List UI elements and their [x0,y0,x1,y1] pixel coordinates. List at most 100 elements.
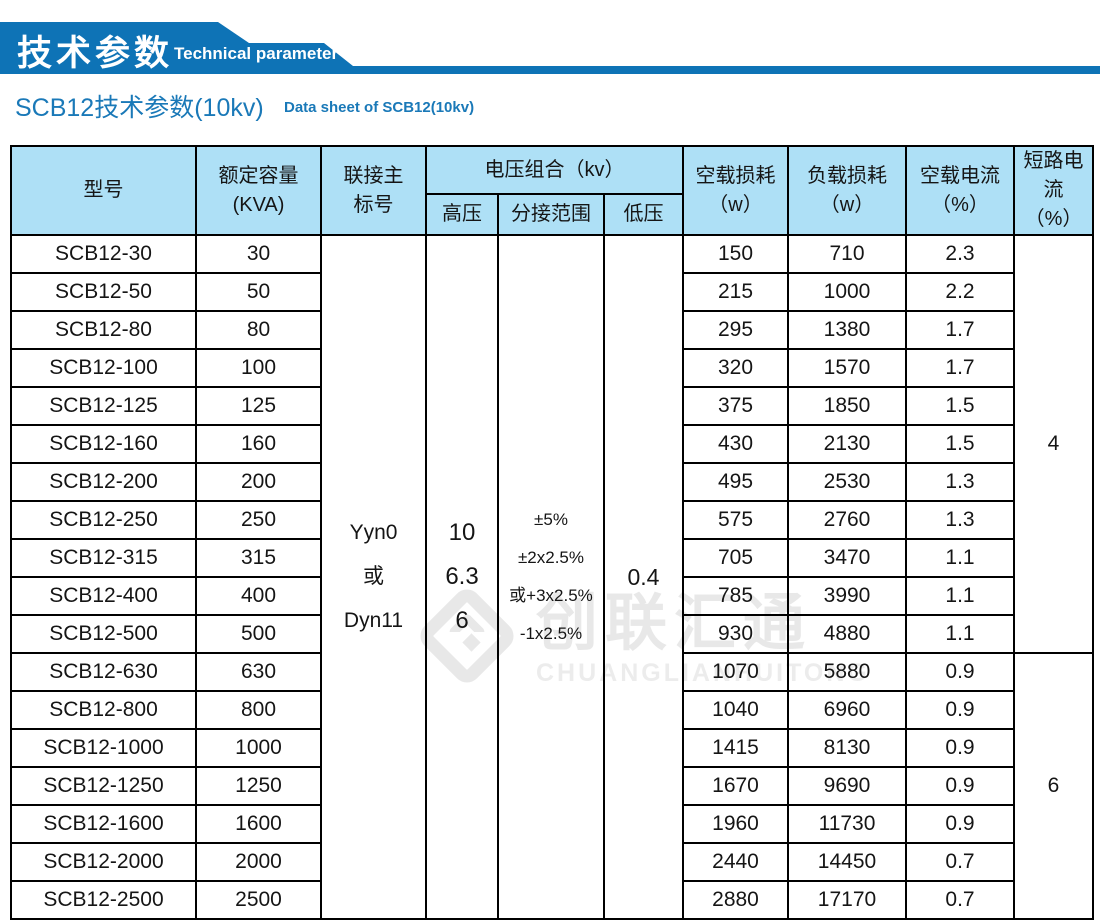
kva-cell: 125 [195,386,322,426]
no-load-loss-cell: 375 [682,386,789,426]
load-loss-cell: 2530 [787,462,907,502]
kva-cell: 50 [195,272,322,312]
load-loss-cell: 4880 [787,614,907,654]
no-load-current-cell: 0.9 [905,766,1015,806]
section-title-cn: SCB12技术参数(10kv) [15,94,264,122]
header-tap-range: 分接范围 [497,193,605,236]
model-cell: SCB12-160 [10,424,197,464]
model-cell: SCB12-400 [10,576,197,616]
header-load-loss: 负载损耗 （w） [787,145,907,236]
table-row: SCB12-630 630 1070 5880 0.9 6 [10,652,1094,920]
no-load-current-cell: 1.3 [905,500,1015,540]
table-row: SCB12-200 200 495 2530 1.3 [10,462,1093,502]
header-row-top: 型号 额定容量 (KVA) 联接主 标号 电压组合（kv） 空载损耗 （w） 负… [10,144,1094,236]
load-loss-cell: 8130 [787,728,907,768]
table-row: SCB12-2000 2000 2440 14450 0.7 [10,842,1093,882]
model-cell: SCB12-1000 [10,728,197,768]
kva-cell: 200 [195,462,322,502]
table-row: SCB12-400 400 785 3990 1.1 [10,576,1093,616]
no-load-current-cell: 0.9 [905,652,1015,692]
kva-cell: 1250 [195,766,322,806]
load-loss-cell: 710 [787,234,907,274]
model-cell: SCB12-2000 [10,842,197,882]
model-cell: SCB12-30 [10,234,197,274]
kva-cell: 315 [195,538,322,578]
header-voltage-combo: 电压组合（kv） [425,144,684,196]
no-load-loss-cell: 575 [682,500,789,540]
kva-cell: 500 [195,614,322,654]
no-load-current-cell: 1.5 [905,386,1015,426]
model-cell: SCB12-500 [10,614,197,654]
model-cell: SCB12-800 [10,690,197,730]
no-load-current-cell: 1.1 [905,538,1015,578]
no-load-loss-cell: 295 [682,310,789,350]
model-cell: SCB12-125 [10,386,197,426]
no-load-current-cell: 0.7 [905,880,1015,920]
kva-cell: 400 [195,576,322,616]
no-load-loss-cell: 2880 [682,880,789,920]
table-row: SCB12-125 125 375 1850 1.5 [10,386,1093,426]
load-loss-cell: 2130 [787,424,907,464]
load-loss-cell: 1570 [787,348,907,388]
load-loss-cell: 17170 [787,880,907,920]
header-no-load-current: 空载电流 （%） [905,145,1015,236]
kva-cell: 30 [195,234,322,274]
load-loss-cell: 5880 [787,652,907,692]
table-row: SCB12-1250 1250 1670 9690 0.9 [10,766,1093,806]
header-no-load-loss: 空载损耗 （w） [682,145,789,236]
table-row: SCB12-100 100 320 1570 1.7 [10,348,1093,388]
model-cell: SCB12-80 [10,310,197,350]
lv-merged-cell: 0.4 [603,234,684,920]
kva-cell: 250 [195,500,322,540]
table-row: SCB12-30 30 Yyn0 或 Dyn11 10 6.3 6 ±5% ±2… [10,234,1094,920]
table-row: SCB12-2500 2500 2880 17170 0.7 [10,880,1093,920]
no-load-current-cell: 1.3 [905,462,1015,502]
model-cell: SCB12-630 [10,652,197,692]
header-capacity: 额定容量 (KVA) [195,145,322,236]
load-loss-cell: 1850 [787,386,907,426]
no-load-current-cell: 2.2 [905,272,1015,312]
short-circuit-group-cell: 6 [1013,652,1094,920]
table-row: SCB12-500 500 930 4880 1.1 [10,614,1093,654]
load-loss-cell: 9690 [787,766,907,806]
table-row: SCB12-80 80 295 1380 1.7 [10,310,1093,350]
short-circuit-group-cell: 4 [1013,234,1094,654]
no-load-current-cell: 1.7 [905,348,1015,388]
header-connection: 联接主 标号 [320,145,427,236]
banner-title-cn: 技术参数 [17,34,174,73]
table-row: SCB12-315 315 705 3470 1.1 [10,538,1093,578]
table-row: SCB12-250 250 575 2760 1.3 [10,500,1093,540]
header-model: 型号 [10,145,197,236]
no-load-loss-cell: 320 [682,348,789,388]
no-load-loss-cell: 1960 [682,804,789,844]
load-loss-cell: 14450 [787,842,907,882]
table-row: SCB12-160 160 430 2130 1.5 [10,424,1093,464]
table-row: SCB12-800 800 1040 6960 0.9 [10,690,1093,730]
table-row: SCB12-1600 1600 1960 11730 0.9 [10,804,1093,844]
no-load-current-cell: 1.7 [905,310,1015,350]
kva-cell: 800 [195,690,322,730]
load-loss-cell: 11730 [787,804,907,844]
model-cell: SCB12-200 [10,462,197,502]
table-row: SCB12-50 50 215 1000 2.2 [10,272,1093,312]
no-load-loss-cell: 215 [682,272,789,312]
header-short-circuit-current: 短路电流 （%） [1013,145,1094,236]
table-header: 型号 额定容量 (KVA) 联接主 标号 电压组合（kv） 空载损耗 （w） 负… [10,144,1094,236]
load-loss-cell: 1380 [787,310,907,350]
no-load-current-cell: 1.5 [905,424,1015,464]
kva-cell: 1600 [195,804,322,844]
model-cell: SCB12-1600 [10,804,197,844]
no-load-loss-cell: 1670 [682,766,789,806]
load-loss-cell: 6960 [787,690,907,730]
section-title-en: Data sheet of SCB12(10kv) [284,99,475,116]
spec-table: 型号 额定容量 (KVA) 联接主 标号 电压组合（kv） 空载损耗 （w） 负… [10,144,1094,920]
model-cell: SCB12-250 [10,500,197,540]
no-load-loss-cell: 2440 [682,842,789,882]
no-load-current-cell: 2.3 [905,234,1015,274]
no-load-current-cell: 0.9 [905,804,1015,844]
model-cell: SCB12-1250 [10,766,197,806]
no-load-loss-cell: 1415 [682,728,789,768]
model-cell: SCB12-2500 [10,880,197,920]
no-load-loss-cell: 705 [682,538,789,578]
